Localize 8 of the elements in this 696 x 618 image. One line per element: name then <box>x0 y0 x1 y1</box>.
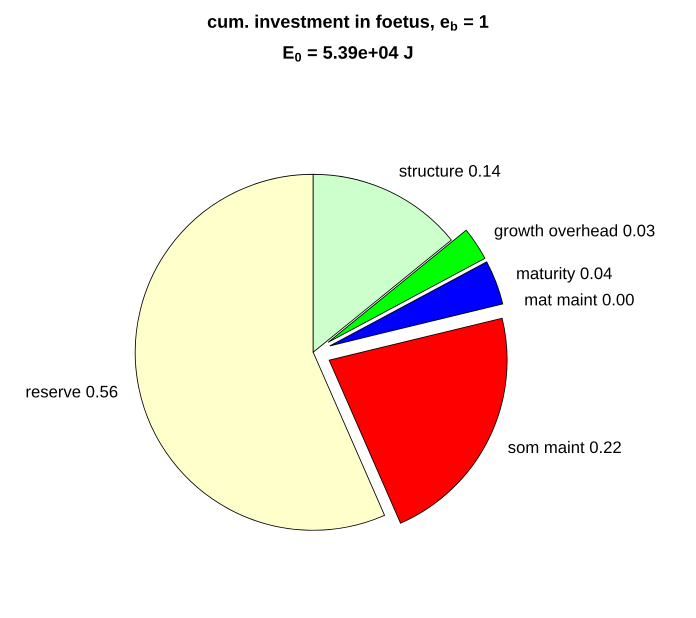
category-label: mat maint 0.00 <box>525 293 634 306</box>
slice-label: som maint 0.22 <box>508 440 621 454</box>
chart-title: cum. investment in foetus, e$_{b}$ = 1 <box>208 14 488 31</box>
slice-label: reserve 0.56 <box>26 386 118 398</box>
slice-label: structure 0.14 <box>399 164 500 177</box>
slice-label: growth overhead 0.03 <box>494 224 654 240</box>
slice-label: maturity 0.04 <box>517 266 612 283</box>
chart-subtitle: E$_{0}$ = 5.39e+04 J <box>284 46 412 62</box>
